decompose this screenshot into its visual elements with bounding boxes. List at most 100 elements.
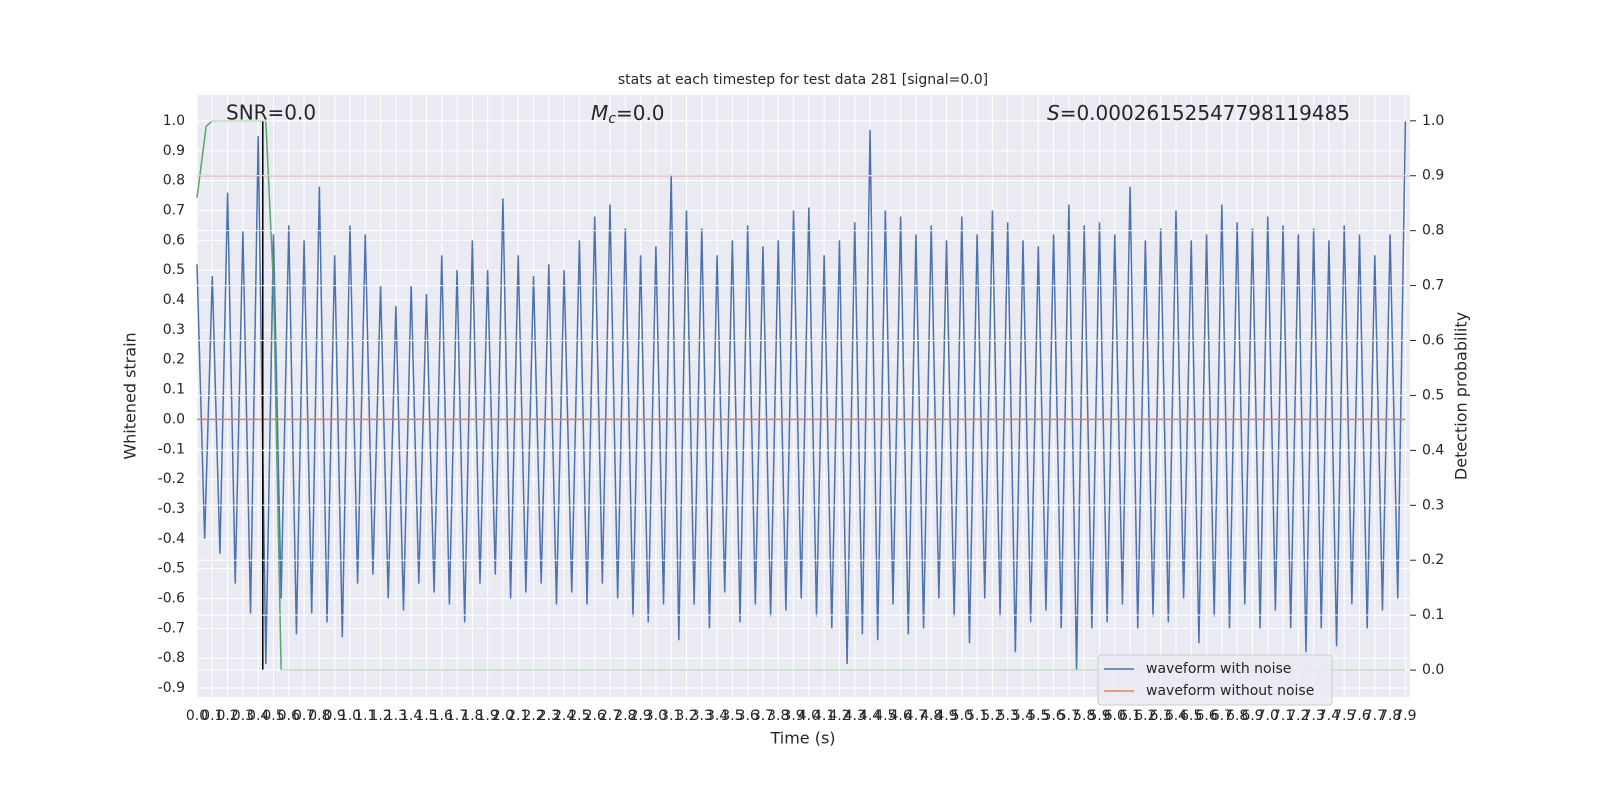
x-tick-label: 0.3 — [232, 708, 254, 724]
x-tick-label: 3.7 — [752, 708, 774, 724]
y-tick-label: 0.4 — [163, 292, 185, 308]
x-tick-label: 1.0 — [339, 708, 361, 724]
x-tick-label: 3.1 — [660, 708, 682, 724]
x-tick-label: 0.8 — [308, 708, 330, 724]
y-tick-label: 0.1 — [163, 382, 185, 398]
x-tick-label: 7.1 — [1272, 708, 1294, 724]
x-tick-label: 4.1 — [813, 708, 835, 724]
x-tick-label: 3.9 — [782, 708, 804, 724]
x-tick-label: 6.0 — [1104, 708, 1126, 724]
x-tick-label: 7.3 — [1303, 708, 1325, 724]
x-tick-label: 1.3 — [385, 708, 407, 724]
y2-tick-label: 0.3 — [1422, 497, 1444, 513]
s-value: =0.00026152547798119485 — [1060, 101, 1350, 125]
x-axis-label: Time (s) — [769, 729, 835, 748]
x-tick-label: 6.3 — [1150, 708, 1172, 724]
x-tick-label: 0.4 — [247, 708, 269, 724]
x-tick-label: 4.7 — [905, 708, 927, 724]
y-tick-label: 0.2 — [163, 352, 185, 368]
mc-value: =0.0 — [616, 101, 665, 125]
x-tick-label: 3.6 — [737, 708, 759, 724]
mc-subscript: c — [608, 111, 616, 127]
x-tick-label: 5.3 — [997, 708, 1019, 724]
x-tick-label: 0.7 — [293, 708, 315, 724]
y-tick-label: -0.8 — [158, 650, 185, 666]
x-tick-label: 0.5 — [262, 708, 284, 724]
x-tick-label: 2.2 — [522, 708, 544, 724]
x-tick-label: 7.7 — [1364, 708, 1386, 724]
x-tick-label: 4.8 — [920, 708, 942, 724]
y-tick-label: 0.7 — [163, 203, 185, 219]
y-axis-label: Whitened strain — [121, 332, 140, 459]
x-tick-label: 7.5 — [1333, 708, 1355, 724]
x-tick-label: 5.5 — [1027, 708, 1049, 724]
x-tick-label: 7.9 — [1394, 708, 1416, 724]
y-tick-label: 0.6 — [163, 232, 185, 248]
x-tick-label: 5.8 — [1073, 708, 1095, 724]
x-tick-label: 0.1 — [201, 708, 223, 724]
x-tick-label: 6.9 — [1241, 708, 1263, 724]
x-tick-label: 3.5 — [721, 708, 743, 724]
y-tick-label: -0.4 — [158, 531, 185, 547]
y-tick-label: -0.5 — [158, 561, 185, 577]
x-tick-label: 1.4 — [400, 708, 422, 724]
y-tick-label: -0.6 — [158, 591, 185, 607]
x-tick-label: 5.0 — [951, 708, 973, 724]
x-tick-label: 6.6 — [1195, 708, 1217, 724]
y-tick-label: 1.0 — [163, 113, 185, 129]
mc-annotation: Mc=0.0 — [591, 101, 665, 128]
grid — [196, 95, 1410, 697]
x-tick-label: 0.0 — [186, 708, 208, 724]
y-tick-label: -0.2 — [158, 471, 185, 487]
x-tick-label: 7.8 — [1379, 708, 1401, 724]
s-symbol: S — [1047, 101, 1060, 125]
x-tick-label: 2.5 — [568, 708, 590, 724]
x-tick-label: 5.4 — [1012, 708, 1034, 724]
x-tick-label: 6.8 — [1226, 708, 1248, 724]
x-tick-label: 4.5 — [874, 708, 896, 724]
y-tick-label: 0.0 — [163, 411, 185, 427]
x-tick-label: 5.7 — [1058, 708, 1080, 724]
x-tick-label: 0.6 — [278, 708, 300, 724]
snr-annotation: SNR=0.0 — [226, 101, 316, 125]
y2-tick-label: 0.9 — [1422, 168, 1444, 184]
x-tick-label: 4.6 — [889, 708, 911, 724]
x-tick-label: 2.1 — [507, 708, 529, 724]
x-tick-label: 3.4 — [706, 708, 728, 724]
x-tick-label: 6.7 — [1211, 708, 1233, 724]
y2-tick-label: 0.2 — [1422, 552, 1444, 568]
legend-label: waveform with noise — [1146, 661, 1291, 677]
y-tick-label: 0.8 — [163, 173, 185, 189]
x-tick-label: 1.2 — [369, 708, 391, 724]
x-tick-label: 2.3 — [538, 708, 560, 724]
x-tick-label: 6.5 — [1180, 708, 1202, 724]
x-tick-label: 2.9 — [629, 708, 651, 724]
x-tick-label: 1.6 — [431, 708, 453, 724]
s-annotation: S=0.00026152547798119485 — [1047, 101, 1350, 125]
x-tick-label: 6.4 — [1165, 708, 1187, 724]
x-tick-label: 5.6 — [1042, 708, 1064, 724]
y2-axis-label: Detection probability — [1452, 312, 1471, 480]
y2-tick-label: 0.5 — [1422, 387, 1444, 403]
plot-layer: 0.00.10.20.30.40.50.60.70.80.91.01.11.21… — [158, 95, 1444, 724]
x-tick-label: 6.2 — [1134, 708, 1156, 724]
x-tick-label: 1.1 — [354, 708, 376, 724]
x-tick-label: 7.2 — [1287, 708, 1309, 724]
x-tick-label: 4.4 — [859, 708, 881, 724]
x-tick-label: 2.0 — [492, 708, 514, 724]
x-tick-label: 7.0 — [1257, 708, 1279, 724]
x-tick-label: 1.8 — [461, 708, 483, 724]
x-tick-label: 4.0 — [798, 708, 820, 724]
x-tick-label: 1.5 — [415, 708, 437, 724]
y-tick-label: 0.5 — [163, 262, 185, 278]
y2-tick-label: 0.6 — [1422, 333, 1444, 349]
series-line — [196, 120, 1407, 671]
x-tick-label: 2.6 — [584, 708, 606, 724]
x-tick-label: 4.9 — [935, 708, 957, 724]
x-tick-label: 0.9 — [324, 708, 346, 724]
y-tick-label: 0.3 — [163, 322, 185, 338]
x-tick-label: 7.4 — [1318, 708, 1340, 724]
x-tick-label: 5.2 — [981, 708, 1003, 724]
y2-tick-label: 0.4 — [1422, 442, 1444, 458]
